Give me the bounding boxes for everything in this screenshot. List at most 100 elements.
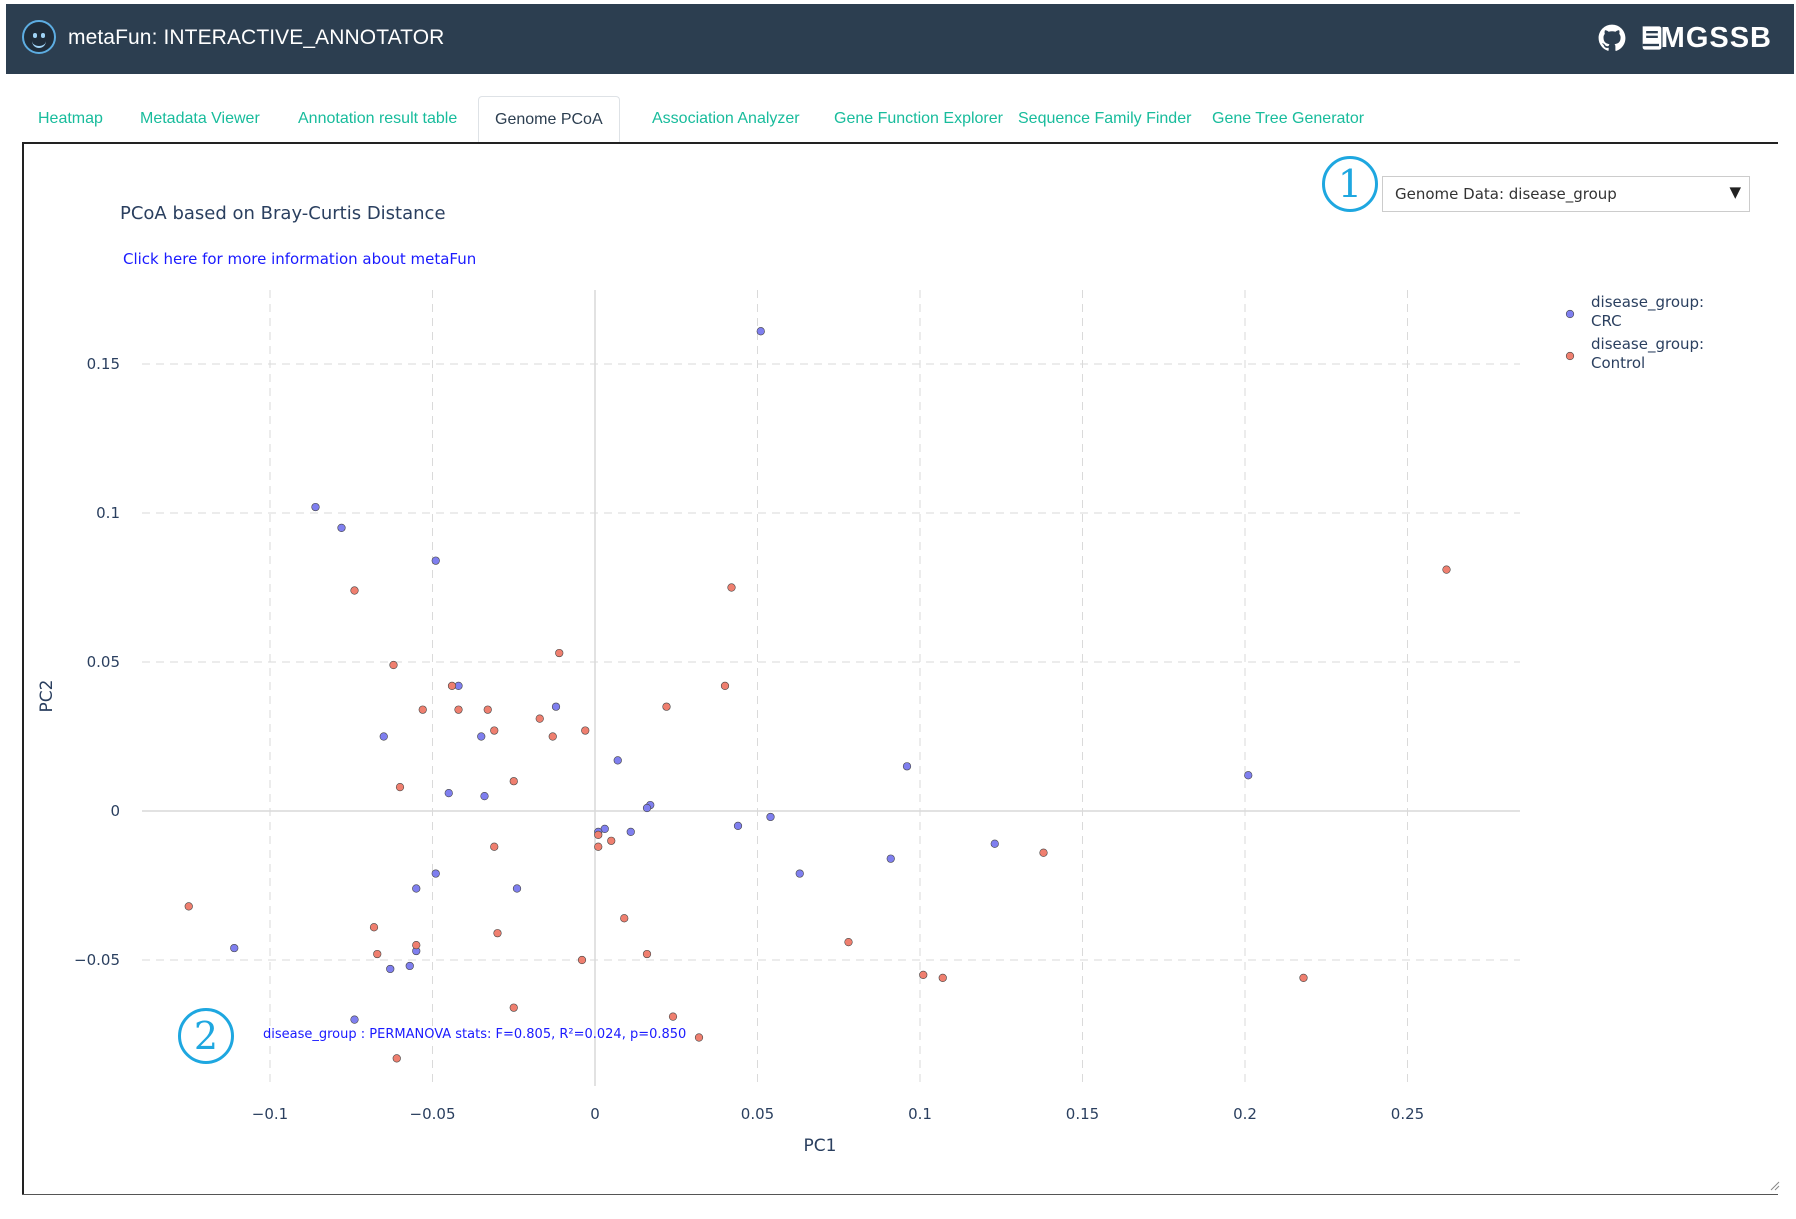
- legend-marker: [1565, 351, 1575, 361]
- crc-point: [512, 884, 522, 893]
- tab-metadata-viewer[interactable]: Metadata Viewer: [140, 110, 260, 127]
- crc-point: [386, 964, 395, 974]
- tab-sequence-family-finder[interactable]: Sequence Family Finder: [1018, 110, 1192, 127]
- control-point: [844, 938, 853, 947]
- control-point: [395, 783, 405, 792]
- control-point: [727, 583, 736, 592]
- y-tick-label: 0.15: [87, 355, 120, 373]
- github-icon[interactable]: [1598, 24, 1626, 52]
- control-point: [668, 1012, 678, 1021]
- crc-point: [795, 869, 804, 878]
- panel-bottom-border: [22, 1194, 1778, 1195]
- control-point: [938, 973, 947, 982]
- tab-gene-function-explorer[interactable]: Gene Function Explorer: [834, 110, 1003, 127]
- crc-point: [1244, 771, 1253, 780]
- crc-point: [230, 943, 239, 953]
- control-point: [581, 726, 590, 735]
- app-title: metaFun: INTERACTIVE_ANNOTATOR: [68, 26, 445, 49]
- crc-point: [642, 803, 652, 813]
- legend-label: CRC: [1591, 312, 1622, 330]
- legend-marker: [1565, 309, 1575, 319]
- mgssb-logo[interactable]: MGSSB: [1660, 22, 1772, 54]
- control-point: [369, 923, 379, 932]
- plot-title: PCoA based on Bray-Curtis Distance: [120, 203, 446, 224]
- control-point: [548, 732, 557, 741]
- book-icon[interactable]: [1638, 24, 1666, 52]
- crc-point: [337, 523, 346, 533]
- info-link[interactable]: Click here for more information about me…: [123, 250, 477, 268]
- control-point: [1299, 973, 1308, 982]
- control-point: [594, 842, 603, 851]
- control-point: [919, 970, 928, 980]
- logo-eye-right: [41, 33, 45, 38]
- crc-point: [902, 762, 912, 771]
- x-tick-label: 0: [590, 1105, 600, 1123]
- x-tick-labels: −0.1 −0.05 0 0.05 0.1 0.15 0.2 0.25: [252, 1105, 1424, 1123]
- top-navbar: metaFun: INTERACTIVE_ANNOTATOR MGSSB: [6, 4, 1794, 74]
- control-point: [509, 1003, 518, 1012]
- logo-eye-left: [33, 33, 37, 38]
- grid-lines: [142, 290, 1520, 1086]
- tab-association-analyzer[interactable]: Association Analyzer: [652, 110, 800, 127]
- control-point: [418, 705, 427, 714]
- genome-data-dropdown[interactable]: Genome Data: disease_group ▼: [1382, 176, 1750, 212]
- crc-point: [379, 732, 388, 741]
- x-tick-label: −0.1: [252, 1105, 288, 1123]
- crc-point: [405, 961, 414, 971]
- legend-label: disease_group:: [1591, 293, 1704, 312]
- crc-point: [480, 791, 489, 801]
- control-point: [447, 681, 457, 690]
- control-point: [483, 705, 492, 714]
- crc-point: [626, 827, 635, 836]
- control-point: [535, 714, 544, 723]
- y-tick-label: 0.05: [87, 653, 120, 671]
- x-tick-label: 0.25: [1391, 1105, 1424, 1123]
- y-tick-label: −0.05: [74, 951, 120, 969]
- control-point: [662, 702, 671, 711]
- control-point: [493, 929, 502, 938]
- x-tick-label: −0.05: [410, 1105, 456, 1123]
- tab-bar: Heatmap Metadata Viewer Annotation resul…: [22, 96, 1778, 143]
- tab-heatmap[interactable]: Heatmap: [38, 110, 103, 127]
- crc-point: [311, 502, 320, 512]
- x-tick-label: 0.05: [741, 1105, 774, 1123]
- tab-annotation-result-table[interactable]: Annotation result table: [298, 110, 458, 127]
- tab-gene-tree-generator[interactable]: Gene Tree Generator: [1212, 110, 1365, 127]
- control-point: [577, 955, 587, 965]
- crc-point: [412, 884, 421, 893]
- control-point: [350, 586, 359, 595]
- crc-point: [477, 732, 486, 741]
- callout-2: 2: [178, 1008, 234, 1064]
- smiley-logo-icon[interactable]: [22, 20, 56, 54]
- logo-mouth: [32, 40, 46, 48]
- x-axis-label: PC1: [804, 1136, 837, 1156]
- crc-point: [551, 702, 561, 711]
- x-tick-label: 0.1: [908, 1105, 932, 1123]
- control-point: [555, 648, 564, 658]
- crc-point: [350, 1015, 359, 1024]
- tab-genome-pcoa[interactable]: Genome PCoA: [478, 96, 620, 143]
- dropdown-selected-value: Genome Data: disease_group: [1395, 185, 1617, 203]
- resize-handle-icon[interactable]: [1770, 1181, 1780, 1191]
- control-point: [490, 842, 499, 851]
- x-tick-label: 0.2: [1233, 1105, 1257, 1123]
- y-axis-label: PC2: [37, 680, 57, 713]
- control-point: [373, 949, 382, 959]
- control-point: [392, 1054, 401, 1063]
- crc-point: [613, 756, 622, 765]
- control-point: [389, 660, 398, 670]
- crc-point: [733, 821, 743, 831]
- control-point: [720, 681, 730, 690]
- control-point: [184, 902, 193, 911]
- crc-point: [990, 839, 999, 848]
- control-point: [509, 777, 518, 786]
- crc-point: [444, 789, 453, 798]
- chevron-down-icon[interactable]: ▼: [1729, 183, 1741, 201]
- y-tick-labels: −0.05 0 0.05 0.1 0.15: [74, 355, 120, 969]
- legend-label: Control: [1591, 354, 1645, 372]
- y-tick-label: 0: [110, 802, 120, 820]
- control-point: [642, 949, 652, 959]
- control-point: [607, 836, 616, 845]
